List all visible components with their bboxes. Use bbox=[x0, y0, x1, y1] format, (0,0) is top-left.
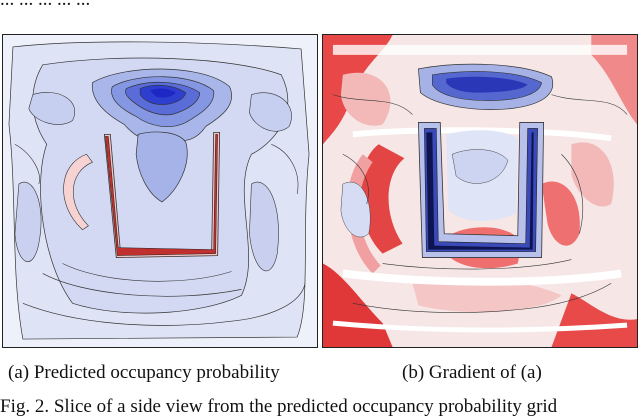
blue-band-core bbox=[446, 76, 528, 93]
left-blob bbox=[14, 181, 42, 262]
caption-b: (b) Gradient of (a) bbox=[402, 362, 542, 383]
left-pink-arc bbox=[63, 153, 93, 231]
u-shape-outer bbox=[103, 131, 221, 258]
u-gradient-mid bbox=[424, 128, 538, 252]
peak-core bbox=[150, 88, 176, 98]
red-patch-top-right bbox=[591, 35, 637, 125]
caption-a: (a) Predicted occupancy probability bbox=[8, 362, 280, 383]
gradient-contour-svg bbox=[323, 35, 637, 347]
red-patch-top-left bbox=[323, 35, 393, 145]
pink-patch-3 bbox=[412, 278, 562, 313]
red-patch-right bbox=[541, 181, 580, 246]
truncated-preceding-text: ... ... ... ... ... bbox=[0, 0, 90, 11]
red-arc-left bbox=[359, 144, 405, 254]
upper-right-blob bbox=[249, 92, 292, 132]
gradient-plot bbox=[322, 34, 638, 348]
right-blob bbox=[249, 182, 279, 272]
figure-caption: Fig. 2. Slice of a side view from the pr… bbox=[0, 396, 558, 417]
occupancy-probability-plot bbox=[2, 34, 318, 348]
occupancy-contour-svg bbox=[3, 35, 317, 347]
pink-patch-2 bbox=[571, 142, 614, 207]
pink-patch-1 bbox=[340, 72, 391, 126]
upper-left-blob bbox=[28, 92, 75, 125]
red-patch-bottom-right bbox=[551, 293, 637, 347]
tongue-contour bbox=[135, 131, 188, 203]
u-shape-core bbox=[105, 134, 218, 256]
